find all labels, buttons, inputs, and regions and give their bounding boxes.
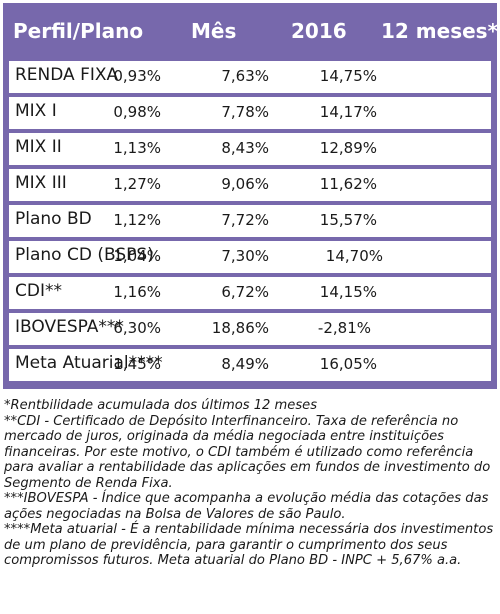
row-mes-value: 1,45%	[113, 355, 161, 373]
row-plan-name: Plano CD (BSPS)	[15, 245, 154, 265]
table-row: MIX II 1,13% 8,43% 12,89%	[9, 133, 491, 165]
row-mes-value: 6,30%	[113, 319, 161, 337]
row-2016-value: 8,43%	[221, 139, 269, 157]
row-plan-name: Meta Atuarial****	[15, 353, 163, 373]
row-12-meses-value: 11,62%	[319, 175, 377, 193]
row-12-meses-value: 14,15%	[319, 283, 377, 301]
row-mes-value: 1,12%	[113, 211, 161, 229]
row-12-meses-value: 14,75%	[319, 67, 377, 85]
row-plan-name: RENDA FIXA	[15, 65, 119, 85]
header-mes: Mês	[191, 19, 237, 43]
header-2016: 2016	[291, 19, 347, 43]
row-2016-value: 8,49%	[221, 355, 269, 373]
row-12-meses-value: 14,17%	[319, 103, 377, 121]
row-2016-value: 9,06%	[221, 175, 269, 193]
row-plan-name: CDI**	[15, 281, 62, 301]
table-row: Plano CD (BSPS) 1,04% 7,30% 14,70%	[9, 241, 491, 273]
row-2016-value: 7,30%	[221, 247, 269, 265]
row-2016-value: 7,78%	[221, 103, 269, 121]
row-2016-value: 7,63%	[221, 67, 269, 85]
row-mes-value: 1,16%	[113, 283, 161, 301]
row-mes-value: 1,13%	[113, 139, 161, 157]
header-perfil-plano: Perfil/Plano	[13, 19, 144, 43]
row-mes-value: 0,98%	[113, 103, 161, 121]
row-plan-name: MIX I	[15, 101, 57, 121]
row-12-meses-value: 15,57%	[319, 211, 377, 229]
row-mes-value: 0,93%	[113, 67, 161, 85]
row-plan-name: Plano BD	[15, 209, 92, 229]
row-2016-value: 7,72%	[221, 211, 269, 229]
row-2016-value: 6,72%	[221, 283, 269, 301]
returns-table: Perfil/Plano Mês 2016 12 meses* RENDA FI…	[3, 3, 499, 389]
row-plan-name: MIX III	[15, 173, 67, 193]
table-row: Meta Atuarial**** 1,45% 8,49% 16,05%	[9, 349, 491, 381]
footnote-ibovespa: ***IBOVESPA - Índice que acompanha a evo…	[4, 491, 489, 522]
table-row: Plano BD 1,12% 7,72% 15,57%	[9, 205, 491, 237]
footnotes: *Rentbilidade acumulada dos últimos 12 m…	[4, 398, 496, 569]
footnote-meta-atuarial: ****Meta atuarial - É a rentabilidade mí…	[4, 522, 494, 568]
footnote-rentabilidade: *Rentbilidade acumulada dos últimos 12 m…	[4, 398, 318, 413]
row-plan-name: IBOVESPA***	[15, 317, 124, 337]
row-plan-name: MIX II	[15, 137, 62, 157]
row-2016-value: 18,86%	[211, 319, 269, 337]
table-row: IBOVESPA*** 6,30% 18,86% -2,81%	[9, 313, 491, 345]
row-mes-value: 1,27%	[113, 175, 161, 193]
row-12-meses-value: -2,81%	[317, 319, 371, 337]
row-12-meses-value: 16,05%	[319, 355, 377, 373]
table-row: CDI** 1,16% 6,72% 14,15%	[9, 277, 491, 309]
table-row: RENDA FIXA 0,93% 7,63% 14,75%	[9, 61, 491, 93]
row-12-meses-value: 12,89%	[319, 139, 377, 157]
table-row: MIX I 0,98% 7,78% 14,17%	[9, 97, 491, 129]
row-12-meses-value: 14,70%	[325, 247, 383, 265]
footnote-cdi: **CDI - Certificado de Depósito Interfin…	[4, 413, 491, 491]
table-header: Perfil/Plano Mês 2016 12 meses*	[3, 3, 499, 59]
table-row: MIX III 1,27% 9,06% 11,62%	[9, 169, 491, 201]
header-12-meses: 12 meses*	[381, 19, 499, 43]
row-mes-value: 1,04%	[113, 247, 161, 265]
